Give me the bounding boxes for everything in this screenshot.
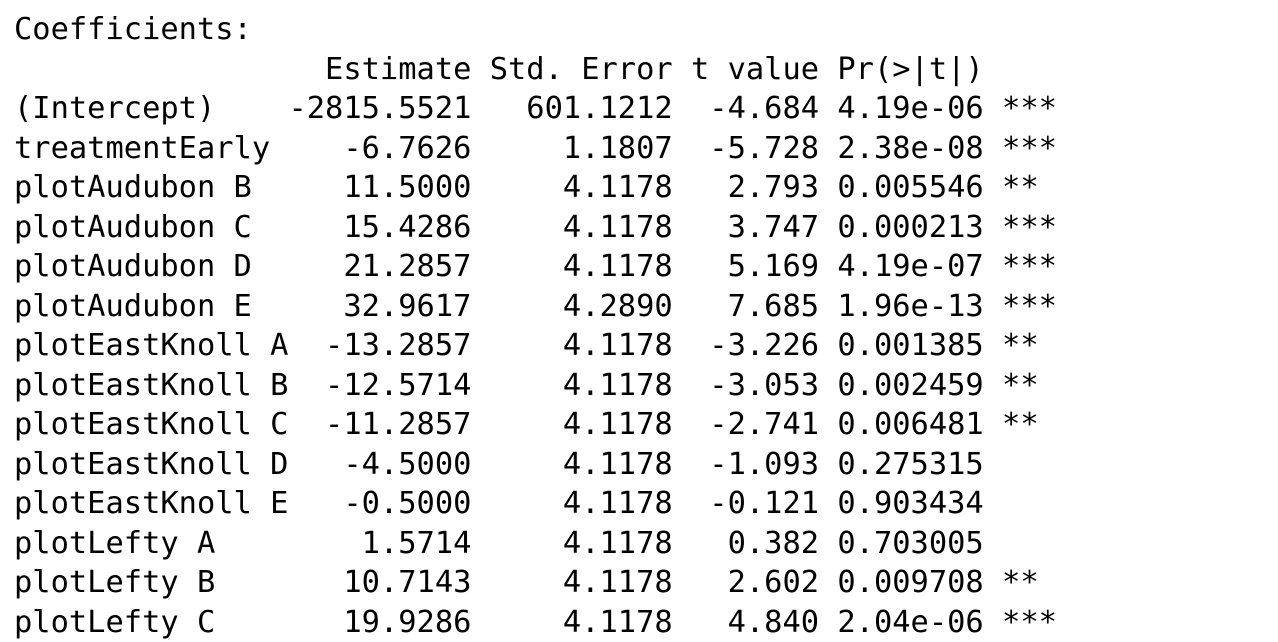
table-row: plotEastKnoll C -11.2857 4.1178 -2.741 0… bbox=[14, 405, 1057, 445]
table-row: plotEastKnoll A -13.2857 4.1178 -3.226 0… bbox=[14, 326, 1057, 366]
table-row: plotLefty C 19.9286 4.1178 4.840 2.04e-0… bbox=[14, 603, 1057, 642]
table-row: plotAudubon C 15.4286 4.1178 3.747 0.000… bbox=[14, 208, 1057, 248]
table-row: plotEastKnoll E -0.5000 4.1178 -0.121 0.… bbox=[14, 484, 1057, 524]
table-row: plotAudubon D 21.2857 4.1178 5.169 4.19e… bbox=[14, 247, 1057, 287]
table-row: plotLefty A 1.5714 4.1178 0.382 0.703005 bbox=[14, 524, 1057, 564]
table-row: plotAudubon E 32.9617 4.2890 7.685 1.96e… bbox=[14, 287, 1057, 327]
coefficients-heading: Coefficients: bbox=[14, 10, 1057, 50]
table-row: treatmentEarly -6.7626 1.1807 -5.728 2.3… bbox=[14, 129, 1057, 169]
table-header-row: Estimate Std. Error t value Pr(>|t|) bbox=[14, 50, 1057, 90]
table-row: plotAudubon B 11.5000 4.1178 2.793 0.005… bbox=[14, 168, 1057, 208]
table-row: plotEastKnoll D -4.5000 4.1178 -1.093 0.… bbox=[14, 445, 1057, 485]
table-row: plotEastKnoll B -12.5714 4.1178 -3.053 0… bbox=[14, 366, 1057, 406]
table-row: plotLefty B 10.7143 4.1178 2.602 0.00970… bbox=[14, 563, 1057, 603]
table-row: (Intercept) -2815.5521 601.1212 -4.684 4… bbox=[14, 89, 1057, 129]
r-console-output: Coefficients: Estimate Std. Error t valu… bbox=[14, 10, 1057, 642]
